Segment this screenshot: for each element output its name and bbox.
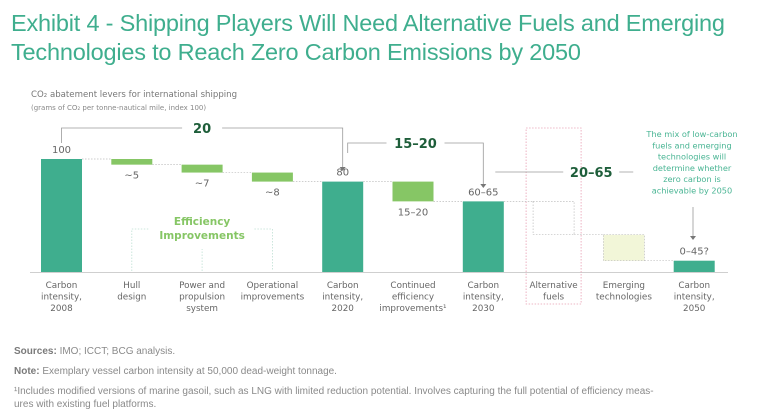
category-label-5-0: Continued (390, 281, 435, 291)
value-label-6: 60–65 (468, 187, 498, 198)
chart-units: (grams of CO₂ per tonne-nautical mile, i… (31, 104, 207, 112)
category-label-4-2: 2020 (332, 304, 355, 314)
bracket-arrow-1 (480, 184, 487, 188)
bracket-label-0: 20 (193, 122, 211, 137)
category-label-4-1: intensity, (322, 293, 363, 303)
category-label-9-1: intensity, (674, 293, 715, 303)
annotation-line-3: determine whether (653, 163, 732, 173)
category-label-1-1: design (117, 293, 146, 303)
chart-title: Exhibit 4 - Shipping Players Will Need A… (11, 10, 725, 65)
category-label-6-1: intensity, (463, 293, 504, 303)
category-label-3-1: improvements (241, 293, 305, 303)
category-label-2-0: Power and (179, 281, 225, 291)
bar-7 (532, 201, 575, 236)
category-label-7-0: Alternative (529, 281, 577, 291)
bracket-arrow-0 (339, 167, 346, 171)
category-label-6-0: Carbon (467, 281, 499, 291)
efficiency-label-0: Efficiency (174, 216, 231, 228)
sources-text: IMO; ICCT; BCG analysis. (56, 346, 176, 357)
footnote-1-line-1: ¹Includes modified versions of marine ga… (14, 386, 654, 397)
value-label-5: 15–20 (398, 207, 428, 218)
efficiency-label-1: Improvements (159, 230, 245, 242)
efficiency-group-bracket (131, 228, 273, 271)
category-label-2-1: propulsion (179, 293, 225, 303)
category-label-1-0: Hull (123, 281, 140, 291)
value-label-9: 0–45? (679, 247, 708, 258)
value-label-3: ~8 (265, 188, 280, 199)
annotation-line-5: achievable by 2050 (652, 186, 732, 196)
sources-label: Sources: (14, 346, 57, 357)
annotation-line-1: fuels and emerging (652, 140, 731, 150)
bar-6 (462, 201, 504, 272)
category-label-0-1: intensity, (41, 293, 82, 303)
category-label-5-1: efficiency (392, 293, 434, 303)
annotation-line-2: technologies will (658, 152, 726, 162)
value-label-0: 100 (52, 145, 71, 156)
bar-1 (111, 159, 153, 165)
annotation-line-0: The mix of low-carbon (645, 129, 737, 139)
bar-0 (41, 159, 82, 272)
category-label-0-2: 2008 (50, 304, 72, 314)
category-label-7-1: fuels (543, 293, 565, 303)
bracket-line-0 (61, 127, 344, 167)
bracket-label-1: 15–20 (394, 137, 437, 152)
category-label-4-0: Carbon (327, 281, 359, 291)
sources-line: Sources: IMO; ICCT; BCG analysis. (14, 346, 175, 357)
category-label-9-2: 2050 (683, 304, 706, 314)
note-text: Exemplary vessel carbon intensity at 50,… (39, 366, 337, 377)
value-label-1: ~5 (124, 171, 139, 182)
category-label-3-0: Operational (247, 281, 299, 291)
annotation-line-4: zero carbon is (663, 174, 721, 184)
annotation-pointer-arrow (690, 236, 696, 240)
bar-3 (251, 172, 293, 182)
bracket-line-1 (347, 142, 484, 184)
category-label-8-1: technologies (596, 293, 652, 303)
category-label-8-0: Emerging (603, 281, 645, 291)
bar-2 (181, 164, 223, 173)
value-label-2: ~7 (195, 179, 210, 190)
category-label-9-0: Carbon (678, 281, 710, 291)
chart-subtitle: CO₂ abatement levers for international s… (31, 90, 238, 100)
waterfall-chart: 100Carbonintensity,2008~5Hulldesign~7Pow… (30, 122, 738, 314)
bar-4 (322, 181, 364, 272)
note-line: Note: Exemplary vessel carbon intensity … (14, 366, 337, 377)
bar-5 (392, 181, 434, 202)
value-label-4: 80 (336, 168, 349, 179)
note-label: Note: (14, 366, 40, 377)
category-label-5-2: improvements¹ (379, 304, 447, 314)
category-label-2-2: system (186, 304, 218, 314)
category-label-0-0: Carbon (46, 281, 78, 291)
bar-9 (673, 260, 715, 272)
footnote-1-line-2: ures with existing fuel platforms. (14, 399, 157, 410)
bar-8 (603, 234, 645, 262)
category-label-6-2: 2030 (472, 304, 495, 314)
alternative-fuels-highlight (525, 127, 582, 305)
bracket-label-2: 20–65 (570, 166, 613, 181)
